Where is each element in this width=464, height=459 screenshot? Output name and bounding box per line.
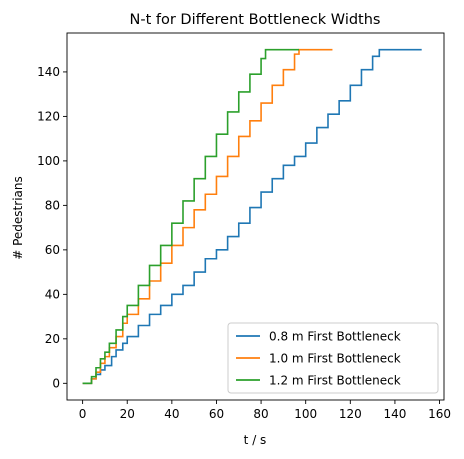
- y-axis-label: # Pedestrians: [11, 176, 25, 260]
- legend-entry-1: 0.8 m First Bottleneck: [269, 329, 401, 343]
- x-tick-label: 140: [383, 407, 406, 421]
- y-tick-label: 40: [45, 288, 60, 302]
- x-tick-label: 120: [339, 407, 362, 421]
- y-tick-label: 100: [37, 154, 60, 168]
- y-tick-label: 140: [37, 65, 60, 79]
- series-line-1: [82, 48, 422, 385]
- x-axis-label: t / s: [244, 433, 267, 447]
- y-tick-label: 80: [45, 199, 60, 213]
- x-tick-label: 160: [428, 407, 451, 421]
- legend-entry-2: 1.0 m First Bottleneck: [269, 351, 401, 365]
- y-tick-label: 0: [52, 377, 60, 391]
- y-tick-label: 120: [37, 110, 60, 124]
- x-tick-label: 100: [294, 407, 317, 421]
- axis-ticks: 0 20 40 60 80 100 120 140 160 0 20 40 60 80 100 120 140: [37, 65, 451, 421]
- x-tick-label: 0: [79, 407, 87, 421]
- x-tick-label: 20: [120, 407, 135, 421]
- legend: 0.8 m First Bottleneck 1.0 m First Bottle…: [227, 322, 439, 394]
- legend-box: [227, 322, 439, 394]
- plot-area: [82, 48, 422, 385]
- x-tick-label: 80: [253, 407, 268, 421]
- x-tick-label: 60: [209, 407, 224, 421]
- plot-frame: [66, 32, 445, 401]
- chart-title: N-t for Different Bottleneck Widths: [130, 12, 381, 28]
- y-tick-label: 20: [45, 332, 60, 346]
- series-line-3: [82, 48, 299, 385]
- legend-entry-3: 1.2 m First Bottleneck: [269, 373, 401, 387]
- y-tick-label: 60: [45, 243, 60, 257]
- x-tick-label: 40: [164, 407, 179, 421]
